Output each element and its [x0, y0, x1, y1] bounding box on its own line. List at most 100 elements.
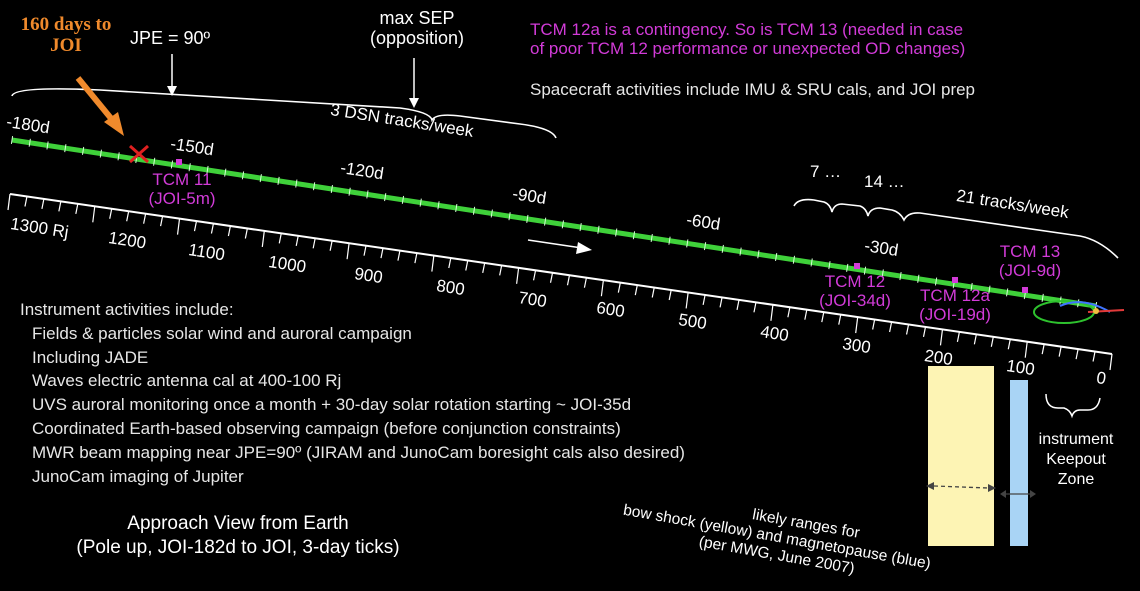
day-tick	[561, 220, 564, 229]
instrument-item: UVS auroral monitoring once a month + 30…	[32, 395, 632, 415]
tcm11-name: TCM 11	[152, 170, 212, 189]
rj-tick	[583, 277, 588, 288]
day-tick	[917, 274, 920, 283]
rj-tick	[24, 196, 28, 207]
day-tick	[401, 195, 405, 204]
direction-arrow	[527, 239, 583, 249]
rj-tick	[1092, 351, 1096, 362]
rj-tick	[499, 265, 503, 276]
day-tick	[81, 146, 85, 155]
trajectory-line	[11, 137, 1097, 309]
day-tick	[846, 263, 849, 272]
spacecraft-activities: Spacecraft activities include IMU & SRU …	[530, 80, 976, 99]
rj-tick	[753, 302, 757, 313]
rj-tick	[736, 299, 740, 310]
tcm13-when: (JOI-9d)	[998, 261, 1062, 281]
keepout-line2: Keepout	[1046, 451, 1106, 468]
rj-tick	[380, 248, 384, 259]
rj-axis-line	[9, 193, 1113, 355]
keepout-label: instrument Keepout Zone	[1028, 430, 1124, 490]
rj-tick	[905, 324, 910, 335]
keepout-line3: Zone	[1057, 471, 1095, 488]
tcm12a-label: TCM 12a (JOI-19d)	[900, 286, 1010, 324]
rj-tick	[804, 309, 808, 320]
rj-tick	[312, 238, 316, 249]
max-sep-label: max SEP (opposition)	[362, 8, 472, 48]
day-tick	[810, 258, 813, 267]
instrument-heading: Instrument activities include:	[20, 300, 234, 319]
day-tick	[615, 228, 618, 237]
rj-tick	[41, 198, 45, 210]
rj-label: 100	[1005, 356, 1037, 380]
direction-arrowhead	[576, 242, 592, 254]
rj-tick	[956, 331, 961, 342]
rj-tick	[702, 294, 706, 306]
day-tick	[295, 179, 298, 188]
tracks-7: 7 …	[810, 162, 842, 181]
rj-tick	[1109, 353, 1113, 371]
jpe-arrowhead	[167, 86, 177, 96]
rj-label: 400	[759, 322, 791, 346]
day-tick	[153, 157, 156, 166]
rj-tick	[329, 240, 333, 251]
day-tick	[437, 201, 440, 210]
rj-tick	[193, 220, 198, 232]
rj-tick	[295, 235, 299, 246]
rj-tick	[719, 297, 723, 308]
rj-tick	[973, 334, 977, 345]
day-tick	[1041, 293, 1044, 302]
day-tick	[632, 231, 636, 240]
bow-shock-span-arrow	[933, 485, 989, 489]
rj-tick	[448, 257, 452, 269]
approach-diagram: 160 days to JOI JPE = 90º max SEP (oppos…	[5, 8, 1125, 577]
rj-tick	[685, 292, 689, 309]
bow-shock-range	[928, 366, 994, 546]
rj-tick	[516, 267, 520, 284]
rj-tick	[990, 336, 994, 347]
day-tick	[792, 255, 796, 264]
max-sep-line1: max SEP	[379, 8, 455, 28]
day-tick	[206, 165, 209, 174]
day-tick	[899, 272, 902, 281]
instrument-item: Including JADE	[32, 347, 149, 367]
rj-tick	[465, 260, 469, 271]
day-tick	[10, 135, 14, 145]
rj-tick	[75, 203, 79, 214]
rj-tick	[7, 193, 11, 211]
day-tick	[721, 244, 724, 253]
tcm-notes-line2: of poor TCM 12 performance or unexpected…	[530, 39, 966, 59]
day-tick	[881, 269, 884, 278]
day-tick	[224, 168, 227, 177]
rj-axis-ticks	[7, 193, 1113, 371]
day-tick	[686, 239, 689, 248]
rj-tick	[261, 230, 265, 247]
day-tick	[366, 190, 369, 199]
day-tick	[455, 204, 458, 213]
instrument-activities: Instrument activities include: Fields & …	[20, 298, 685, 488]
rj-tick	[787, 307, 791, 318]
rj-tick	[600, 280, 604, 297]
day-tick	[312, 182, 316, 191]
day-tick	[241, 171, 245, 180]
day-tick	[46, 141, 49, 150]
rj-tick	[821, 312, 825, 323]
tcm12-when: (JOI-34d)	[819, 291, 891, 311]
rj-tick	[346, 243, 350, 260]
rj-tick	[92, 206, 96, 223]
day-tick	[117, 152, 120, 161]
rj-tick	[109, 208, 113, 219]
day-tick	[330, 184, 333, 194]
rj-tick	[1058, 346, 1062, 357]
tcm13-name: TCM 13	[999, 242, 1061, 261]
day-tick	[828, 261, 831, 270]
rj-tick	[838, 314, 842, 325]
tcm12-label: TCM 12 (JOI-34d)	[800, 272, 910, 310]
tcm13-marker	[1022, 287, 1028, 293]
rj-tick	[1041, 344, 1045, 355]
tcm12a-when: (JOI-19d)	[919, 305, 991, 325]
rj-tick	[1007, 339, 1011, 350]
keepout-brace	[1045, 393, 1101, 419]
rj-tick	[210, 223, 215, 234]
rj-tick	[227, 225, 231, 237]
rj-tick	[566, 275, 571, 286]
